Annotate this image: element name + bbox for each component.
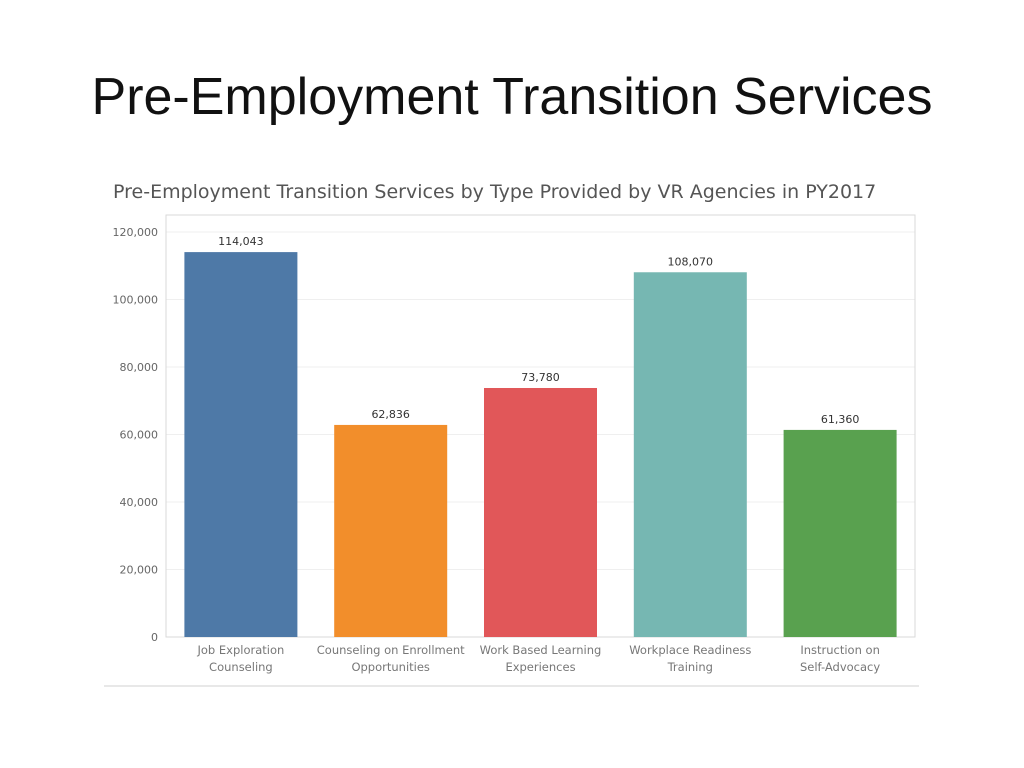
category-label-line: Counseling on Enrollment [317, 643, 465, 657]
data-label: 108,070 [668, 255, 714, 268]
y-tick-label: 100,000 [113, 294, 159, 307]
bar [184, 252, 298, 638]
y-tick-label: 60,000 [120, 429, 159, 442]
chart-title: Pre-Employment Transition Services by Ty… [113, 181, 877, 203]
category-label-line: Work Based Learning [480, 643, 602, 657]
bar [484, 387, 597, 637]
category-label: Work Based Learning Experiences [480, 643, 602, 674]
data-label: 61,360 [821, 413, 860, 426]
data-label: 62,836 [371, 408, 410, 421]
y-tick-label: 80,000 [120, 361, 159, 374]
category-label: Workplace Readiness Training [629, 643, 751, 674]
category-label-line: Self-Advocacy [800, 660, 880, 674]
category-label: Job Exploration Counseling [197, 643, 285, 674]
bar [334, 424, 448, 637]
data-label: 73,780 [521, 371, 560, 384]
bar [783, 429, 897, 637]
slide-title: Pre-Employment Transition Services [91, 68, 933, 126]
category-label-line: Training [667, 660, 713, 674]
y-axis: 0 20,000 40,000 60,000 80,000 100,000 120,000 [113, 226, 159, 644]
category-label-line: Experiences [505, 660, 575, 674]
category-label-line: Counseling [209, 660, 273, 674]
category-label-line: Instruction on [800, 643, 880, 657]
y-tick-label: 20,000 [120, 564, 159, 577]
y-tick-label: 0 [151, 631, 158, 644]
data-labels: 114,043 62,836 73,780 108,070 61,360 [218, 235, 859, 426]
category-label: Counseling on Enrollment Opportunities [317, 643, 465, 674]
bars [184, 252, 897, 638]
category-label-line: Job Exploration [197, 643, 285, 657]
bar [633, 272, 747, 637]
data-label: 114,043 [218, 235, 264, 248]
category-label-line: Opportunities [351, 660, 429, 674]
y-tick-label: 120,000 [113, 226, 159, 239]
y-tick-label: 40,000 [120, 496, 159, 509]
category-label: Instruction on Self-Advocacy [800, 643, 880, 674]
x-axis: Job Exploration Counseling Counseling on E… [197, 643, 881, 674]
category-label-line: Workplace Readiness [629, 643, 751, 657]
